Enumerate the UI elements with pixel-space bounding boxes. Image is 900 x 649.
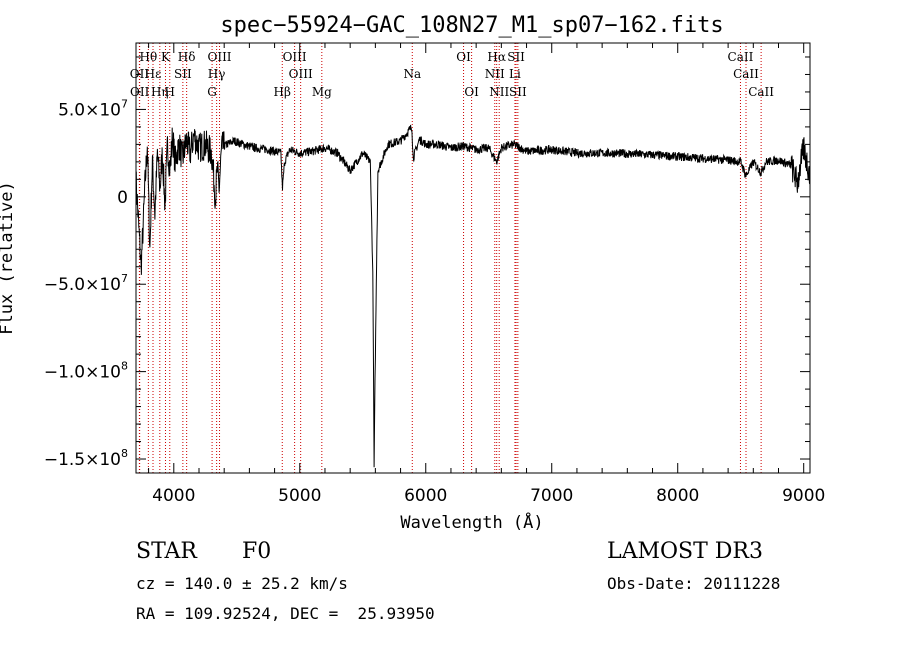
line-label-0: Hθ	[139, 50, 157, 64]
line-label-14: Na	[403, 67, 421, 81]
line-label-4: OIII	[283, 50, 307, 64]
line-label-27: CaII	[748, 85, 774, 99]
x-axis-ticks: 4000 5000 6000 7000 8000 9000	[148, 43, 825, 506]
line-label-6: Hα	[487, 50, 506, 64]
spectral-line-markers	[138, 43, 762, 473]
y-tick-label-3: −1.0×108	[44, 360, 128, 383]
line-label-10: Hε	[145, 67, 162, 81]
line-label-12: Hγ	[208, 67, 226, 81]
line-label-26: SII	[509, 85, 527, 99]
line-label-16: Li	[509, 67, 521, 81]
line-label-11: SII	[174, 67, 192, 81]
object-subclass: F0	[242, 539, 272, 564]
y-axis-label: Flux (relative)	[0, 181, 17, 335]
plot-frame	[135, 42, 811, 474]
x-tick-label-2: 6000	[404, 486, 447, 506]
line-label-15: NII	[485, 67, 505, 81]
line-label-17: CaII	[733, 67, 759, 81]
x-tick-label-0: 4000	[152, 486, 195, 506]
line-label-25: NII	[489, 85, 509, 99]
y-tick-label-0: 5.0×107	[58, 97, 128, 120]
line-label-20: H	[165, 85, 175, 99]
spectrum-trace	[135, 124, 811, 468]
line-label-13: OIII	[289, 67, 313, 81]
line-label-3: OIII	[207, 50, 231, 64]
line-label-1: K	[161, 50, 171, 64]
x-axis-label: Wavelength (Å)	[400, 511, 543, 533]
chart-title: spec−55924−GAC_108N27_M1_sp07−162.fits	[220, 13, 723, 38]
x-tick-label-4: 8000	[656, 486, 699, 506]
y-tick-label-2: −5.0×107	[44, 272, 128, 295]
survey-name: LAMOST DR3	[607, 539, 763, 564]
line-label-2: Hδ	[178, 50, 196, 64]
y-tick-label-4: −1.5×108	[44, 447, 128, 470]
line-label-21: G	[207, 85, 217, 99]
line-label-22: Hβ	[274, 85, 291, 99]
line-label-24: OI	[464, 85, 479, 99]
x-tick-label-5: 9000	[782, 486, 825, 506]
line-label-8: CaII	[728, 50, 754, 64]
line-label-19: Hη	[151, 85, 169, 99]
line-label-5: OI	[456, 50, 471, 64]
redshift-velocity: cz = 140.0 ± 25.2 km/s	[136, 574, 348, 593]
x-tick-label-1: 5000	[278, 486, 321, 506]
observation-date: Obs-Date: 20111228	[607, 574, 781, 593]
coordinates: RA = 109.92524, DEC = 25.93950	[136, 604, 435, 623]
line-label-7: SII	[507, 50, 525, 64]
object-class: STAR	[136, 539, 197, 564]
line-label-23: Mg	[312, 85, 332, 99]
y-axis-ticks: 5.0×107 0 −5.0×107 −1.0×108 −1.5×108	[44, 56, 810, 470]
y-tick-label-1: 0	[117, 188, 128, 208]
x-tick-label-3: 7000	[530, 486, 573, 506]
